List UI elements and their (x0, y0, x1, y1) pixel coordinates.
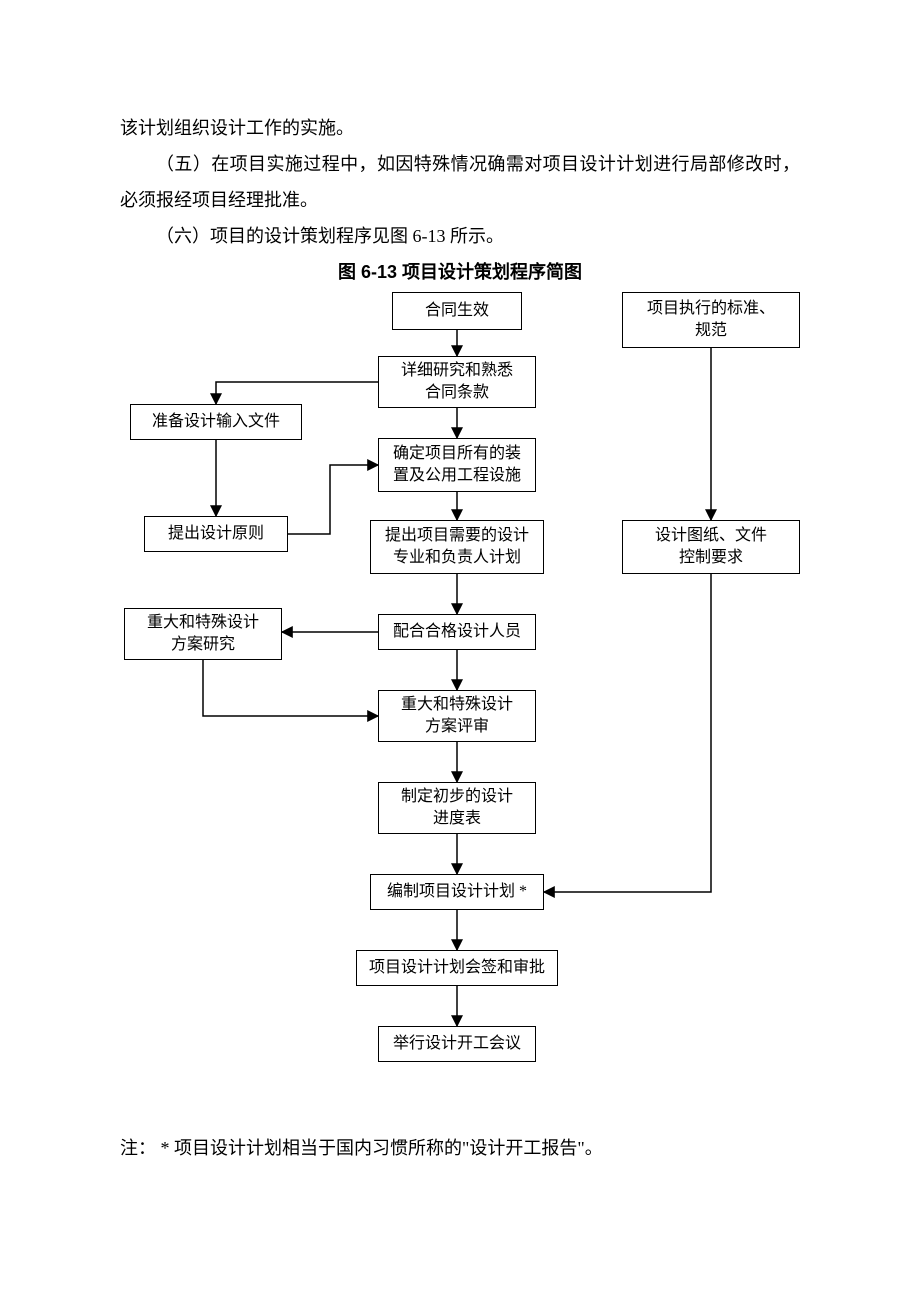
paragraph-1: 该计划组织设计工作的实施。 (120, 110, 800, 146)
flowchart-node-n8: 设计图纸、文件控制要求 (622, 520, 800, 574)
paragraph-3: （六）项目的设计策划程序见图 6-13 所示。 (120, 218, 800, 254)
flowchart-node-n13: 编制项目设计计划 * (370, 874, 544, 910)
figure-title: 图 6-13 项目设计策划程序简图 (120, 258, 800, 284)
flowchart-node-n1: 合同生效 (392, 292, 522, 330)
flowchart-node-n14: 项目设计计划会签和审批 (356, 950, 558, 986)
flowchart-node-n11: 重大和特殊设计方案评审 (378, 690, 536, 742)
flowchart-node-n2: 项目执行的标准、规范 (622, 292, 800, 348)
flowchart-node-n10: 配合合格设计人员 (378, 614, 536, 650)
paragraph-2: （五）在项目实施过程中，如因特殊情况确需对项目设计计划进行局部修改时，必须报经项… (120, 146, 800, 218)
flowchart-node-n6: 提出设计原则 (144, 516, 288, 552)
flowchart: 合同生效 项目执行的标准、规范详细研究和熟悉合同条款准备设计输入文件确定项目所有的… (120, 292, 800, 1112)
flowchart-node-n12: 制定初步的设计进度表 (378, 782, 536, 834)
flowchart-node-n4: 准备设计输入文件 (130, 404, 302, 440)
flowchart-node-n15: 举行设计开工会议 (378, 1026, 536, 1062)
footnote: 注： * 项目设计计划相当于国内习惯所称的"设计开工报告"。 (120, 1130, 800, 1166)
flowchart-node-n5: 确定项目所有的装置及公用工程设施 (378, 438, 536, 492)
flowchart-node-n9: 重大和特殊设计方案研究 (124, 608, 282, 660)
flowchart-node-n3: 详细研究和熟悉合同条款 (378, 356, 536, 408)
flowchart-node-n7: 提出项目需要的设计专业和负责人计划 (370, 520, 544, 574)
